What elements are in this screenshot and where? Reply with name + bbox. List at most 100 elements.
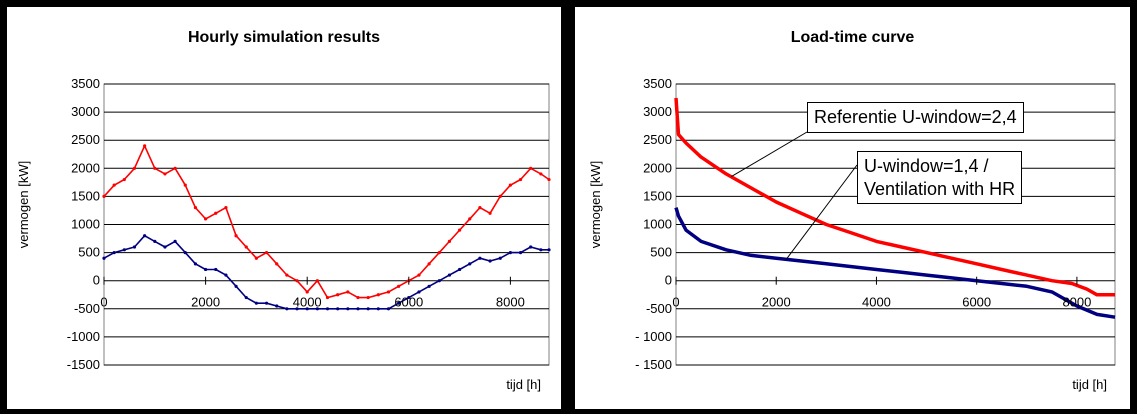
series-point-0 [295, 279, 299, 283]
x-tick-label: 0 [672, 295, 679, 310]
x-tick-label: 4000 [862, 295, 891, 310]
series-point-0 [112, 183, 116, 187]
series-point-1 [547, 248, 551, 252]
series-point-0 [244, 245, 248, 249]
series-point-1 [427, 284, 431, 288]
series-point-0 [143, 144, 147, 148]
series-point-1 [386, 307, 391, 311]
series-point-1 [346, 307, 350, 311]
series-point-0 [518, 177, 523, 182]
x-tick-label: 0 [100, 295, 107, 310]
chart-title: Load-time curve [790, 29, 915, 46]
series-point-0 [203, 217, 208, 221]
series-point-0 [529, 166, 533, 170]
series-point-0 [336, 293, 340, 297]
series-point-1 [498, 256, 502, 260]
series-point-1 [315, 307, 319, 311]
series-point-1 [112, 251, 116, 255]
y-tick-label: 3000 [643, 104, 672, 119]
series-point-0 [386, 290, 391, 294]
series-line-1 [674, 207, 1116, 319]
series-point-0 [488, 211, 492, 215]
callout-reference-text: Referentie U-window=2,4 [814, 107, 1017, 127]
series-point-1 [285, 307, 289, 311]
x-tick-label: 8000 [496, 295, 525, 310]
y-tick-label: -500 [646, 301, 672, 316]
chart-title: Hourly simulation results [187, 29, 381, 46]
y-tick-label: 2500 [643, 132, 672, 147]
series-point-0 [427, 262, 431, 266]
series-point-1 [214, 267, 218, 272]
y-tick-label: 500 [78, 245, 100, 260]
y-tick-label: 3500 [71, 76, 100, 91]
y-tick-label: -1500 [67, 357, 100, 372]
y-tick-label: 1500 [71, 188, 100, 203]
x-tick-label: 6000 [962, 295, 991, 310]
series-point-1 [437, 279, 441, 283]
series-point-1 [376, 307, 380, 311]
y-tick-label: -1000 [67, 329, 100, 344]
series-point-1 [203, 267, 208, 272]
callout-hr-line2: Ventilation with HR [864, 178, 1016, 199]
series-point-0 [366, 295, 370, 300]
series-point-0 [285, 273, 289, 277]
series-point-1 [457, 267, 462, 272]
series-point-1 [356, 307, 360, 311]
x-axis-label: tijd [h] [506, 377, 541, 392]
hourly-chart-svg: 3500300025002000150010005000-500-1000-15… [16, 76, 551, 392]
series-point-0 [417, 273, 421, 277]
series-point-1 [539, 248, 543, 252]
callout-leader-hr [785, 164, 858, 260]
series-point-0 [264, 251, 269, 255]
series-point-1 [254, 301, 258, 305]
x-axis-label: tijd [h] [1072, 377, 1107, 392]
series-point-1 [508, 251, 512, 255]
x-tick-label: 8000 [1062, 295, 1091, 310]
y-tick-label: 3000 [71, 104, 100, 119]
series-point-0 [478, 206, 482, 210]
series-point-1 [122, 248, 126, 252]
series-point-0 [437, 251, 441, 255]
series-point-0 [498, 194, 502, 198]
series-point-1 [244, 295, 248, 300]
series-point-0 [468, 217, 472, 221]
chart-panel-load-time: Load-time curve 3500 3000 2500 2000 1500 1000… [575, 7, 1130, 409]
y-axis-label: vermogen [kW] [588, 161, 603, 248]
series-point-1 [529, 245, 533, 249]
series-point-1 [325, 307, 330, 311]
callout-hr-line1: U-window=1,4 / [864, 156, 989, 176]
x-tick-label: 6000 [394, 295, 423, 310]
y-tick-label: 500 [650, 245, 672, 260]
series-point-1 [407, 295, 411, 300]
series-point-1 [183, 251, 187, 255]
series-point-1 [397, 301, 401, 305]
series-point-0 [214, 211, 218, 215]
series-point-0 [275, 262, 279, 266]
x-tick-label: 2000 [191, 295, 220, 310]
y-tick-label: -500 [74, 301, 100, 316]
series-point-0 [397, 284, 401, 288]
series-point-1 [366, 307, 370, 311]
series-point-1 [234, 284, 238, 288]
series-point-1 [264, 301, 269, 305]
series-point-0 [547, 177, 551, 182]
series-point-0 [346, 290, 350, 294]
series-point-1 [305, 307, 309, 311]
y-tick-label: - 1500 [635, 357, 672, 372]
series-point-0 [183, 183, 187, 187]
callout-leader-reference [730, 131, 808, 178]
series-point-1 [193, 262, 198, 266]
x-tick-label: 4000 [293, 295, 322, 310]
series-point-0 [254, 256, 258, 260]
series-point-1 [224, 273, 228, 277]
y-tick-label: 2000 [71, 160, 100, 175]
chart-panel-hourly: Hourly simulation results 3500 3000 2500 20… [7, 7, 561, 409]
y-tick-label: - 1000 [635, 329, 672, 344]
series-point-0 [132, 166, 137, 170]
series-point-1 [488, 259, 492, 263]
series-point-0 [193, 206, 198, 210]
series-point-1 [468, 262, 472, 266]
y-tick-label: 0 [93, 273, 100, 288]
series-point-0 [102, 194, 106, 198]
